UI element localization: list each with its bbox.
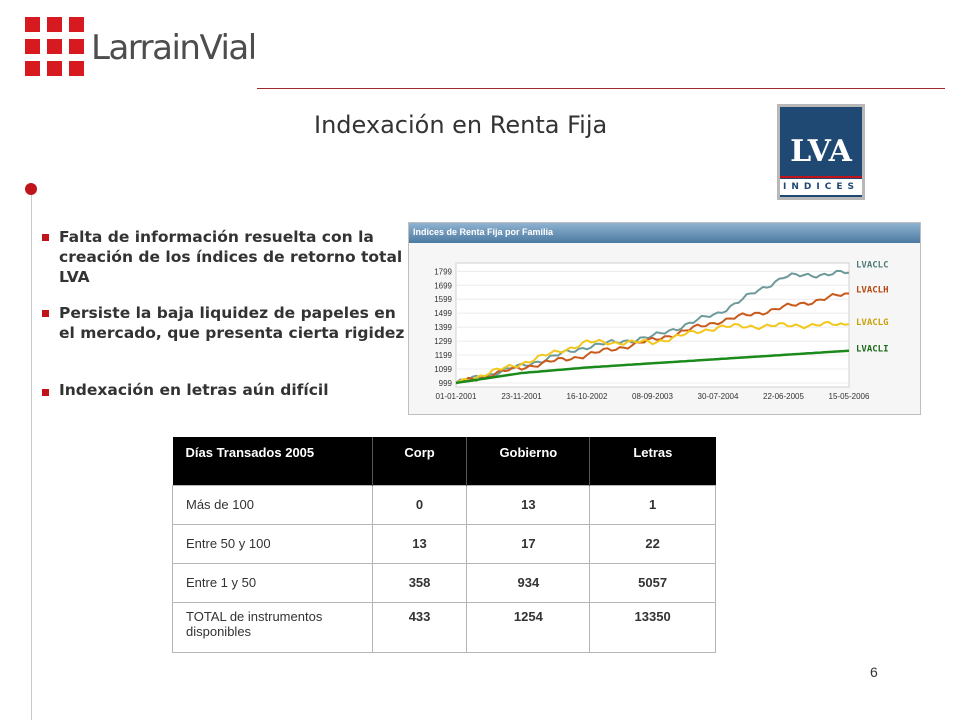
bullet-text: Falta de información resuelta con la cre… [59,228,403,286]
table-row: Entre 1 y 50 358 934 5057 [172,562,716,603]
bullet-text: Persiste la baja liquidez de papeles en … [59,304,405,342]
column-header-corp: Corp [371,437,467,485]
legend-label-lvaclc: LVACLC [856,261,889,271]
y-tick-label: 1799 [434,267,452,276]
x-tick-label: 23-11-2001 [501,392,542,401]
table-row: Entre 50 y 100 13 17 22 [172,523,716,564]
y-tick-label: 1599 [434,295,452,304]
legend-label-lvaclg: LVACLG [856,318,889,328]
brand-name: LarrainVial [91,28,257,68]
lva-logo-background: LVA INDICES [780,107,862,197]
bullet-square-icon [42,389,49,396]
index-chart: Indices de Renta Fija por Familia 999 109… [408,222,921,415]
bullet-text: Indexación en letras aún difícil [59,381,329,399]
trading-days-table: Días Transados 2005 Corp Gobierno Letras… [172,437,716,653]
lva-logo-letters: LVA [790,134,852,169]
y-tick-label: 1199 [435,351,453,360]
table-row: TOTAL de instrumentos disponibles 433 12… [172,601,716,653]
cell-corp: 0 [371,484,468,525]
y-tick-label: 1699 [434,281,452,290]
chart-plot: 999 1099 1199 1299 1399 1499 1599 1699 1799 01-01… [434,261,889,401]
cell-gobierno: 17 [466,523,591,564]
column-header-days: Días Transados 2005 [172,437,373,485]
cell-letras: 1 [589,484,716,525]
cell-corp: 358 [371,562,468,603]
x-tick-label: 08-09-2003 [632,392,673,401]
left-margin-rule [31,190,32,720]
y-tick-label: 999 [439,379,453,388]
lva-logo-accent-line [780,176,862,178]
x-tick-label: 16-10-2002 [567,392,608,401]
y-tick-label: 1299 [434,337,452,346]
bullet-item: Indexación en letras aún difícil [40,380,329,400]
cell-corp: 433 [371,601,468,653]
series-line-lvacli [455,349,850,385]
brand-logo-grid-icon [25,17,85,77]
cell-letras: 22 [589,523,716,564]
table-header-row: Días Transados 2005 Corp Gobierno Letras [172,437,716,485]
column-header-letras: Letras [589,437,716,485]
bullet-item: Falta de información resuelta con la cre… [40,227,405,287]
x-tick-label: 01-01-2001 [436,392,477,401]
cell-letras: 13350 [589,601,716,653]
bullet-item: Persiste la baja liquidez de papeles en … [40,303,405,343]
plot-area [455,262,850,388]
lva-indices-logo: LVA INDICES [777,104,865,200]
row-label: Entre 1 y 50 [172,562,373,603]
chart-header: Indices de Renta Fija por Familia [409,223,920,243]
row-label: Más de 100 [172,484,373,525]
page-number: 6 [870,664,878,680]
cell-letras: 5057 [589,562,716,603]
y-tick-label: 1499 [434,309,452,318]
lva-logo-subtitle: INDICES [783,182,859,192]
cell-gobierno: 934 [466,562,591,603]
y-tick-label: 1099 [434,365,452,374]
page-title: Indexación en Renta Fija [314,111,608,139]
legend-label-lvacli: LVACLI [856,345,889,355]
bullet-square-icon [42,310,49,317]
row-label: TOTAL de instrumentos disponibles [172,601,373,653]
series-line-lvaclg [455,320,850,384]
bullet-square-icon [42,234,49,241]
y-tick-label: 1399 [434,323,452,332]
cell-gobierno: 13 [466,484,591,525]
lva-logo-band [780,179,862,195]
x-tick-label: 15-05-2006 [829,392,870,401]
header-divider [257,88,945,89]
cell-gobierno: 1254 [466,601,591,653]
x-tick-label: 30-07-2004 [698,392,739,401]
table-row: Más de 100 0 13 1 [172,484,716,525]
series-line-lvaclh [455,292,849,384]
x-tick-label: 22-06-2005 [763,392,804,401]
cell-corp: 13 [371,523,468,564]
column-header-gobierno: Gobierno [466,437,590,485]
red-dot-marker [25,183,37,195]
legend-label-lvaclh: LVACLH [856,286,889,296]
chart-title: Indices de Renta Fija por Familia [413,227,554,237]
row-label: Entre 50 y 100 [172,523,373,564]
